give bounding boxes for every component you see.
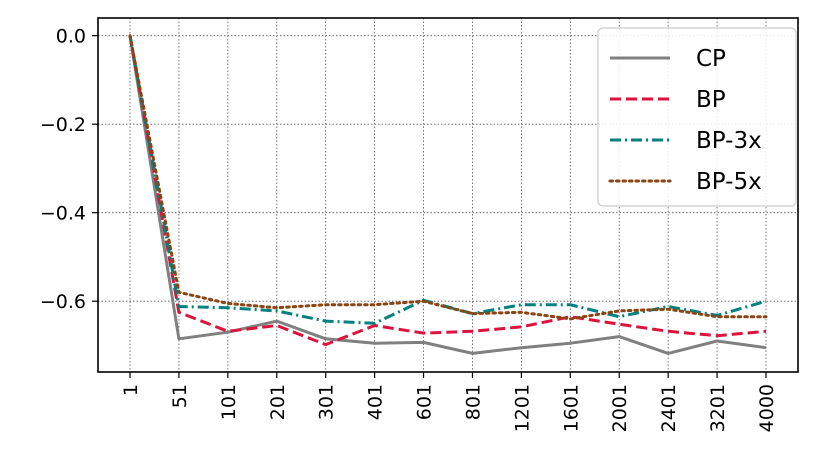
legend-label: BP [696,87,726,113]
x-tick-label: 1201 [511,384,533,432]
x-tick-label: 101 [218,384,240,420]
y-tick-label: −0.4 [40,203,86,225]
plot-frame [97,17,799,373]
legend-label: BP-3x [696,128,762,154]
legend-label: CP [696,46,726,72]
x-tick-label: 601 [414,384,436,420]
legend: CP BP BP-3x BP-5x [597,27,797,207]
x-tick-label: 2401 [658,384,680,432]
y-tick-label: −0.2 [40,114,86,136]
x-tick-label: 2001 [609,384,631,432]
x-tick-label: 401 [365,384,387,420]
x-tick-label: 801 [462,384,484,420]
x-tick-label: 3201 [707,384,729,432]
x-tick-label: 201 [267,384,289,420]
y-tick-label: 0.0 [56,26,86,48]
legend-label: BP-5x [696,169,762,195]
x-tick-label: 4000 [756,384,778,432]
series-lines [128,34,768,355]
series-line-bp [128,35,767,347]
x-axis: 1 51 101 201 301 401 601 801 1201 1601 2001 2401 320… [120,372,778,432]
series-line-bp-5x [128,34,768,321]
y-axis: 0.0 −0.2 −0.4 −0.6 [40,26,98,313]
x-tick-label: 301 [316,384,338,420]
x-tick-label: 1601 [560,384,582,432]
y-tick-label: −0.6 [40,291,86,313]
x-tick-label: 51 [169,384,191,408]
x-tick-label: 1 [120,384,142,396]
legend-box [597,27,797,207]
